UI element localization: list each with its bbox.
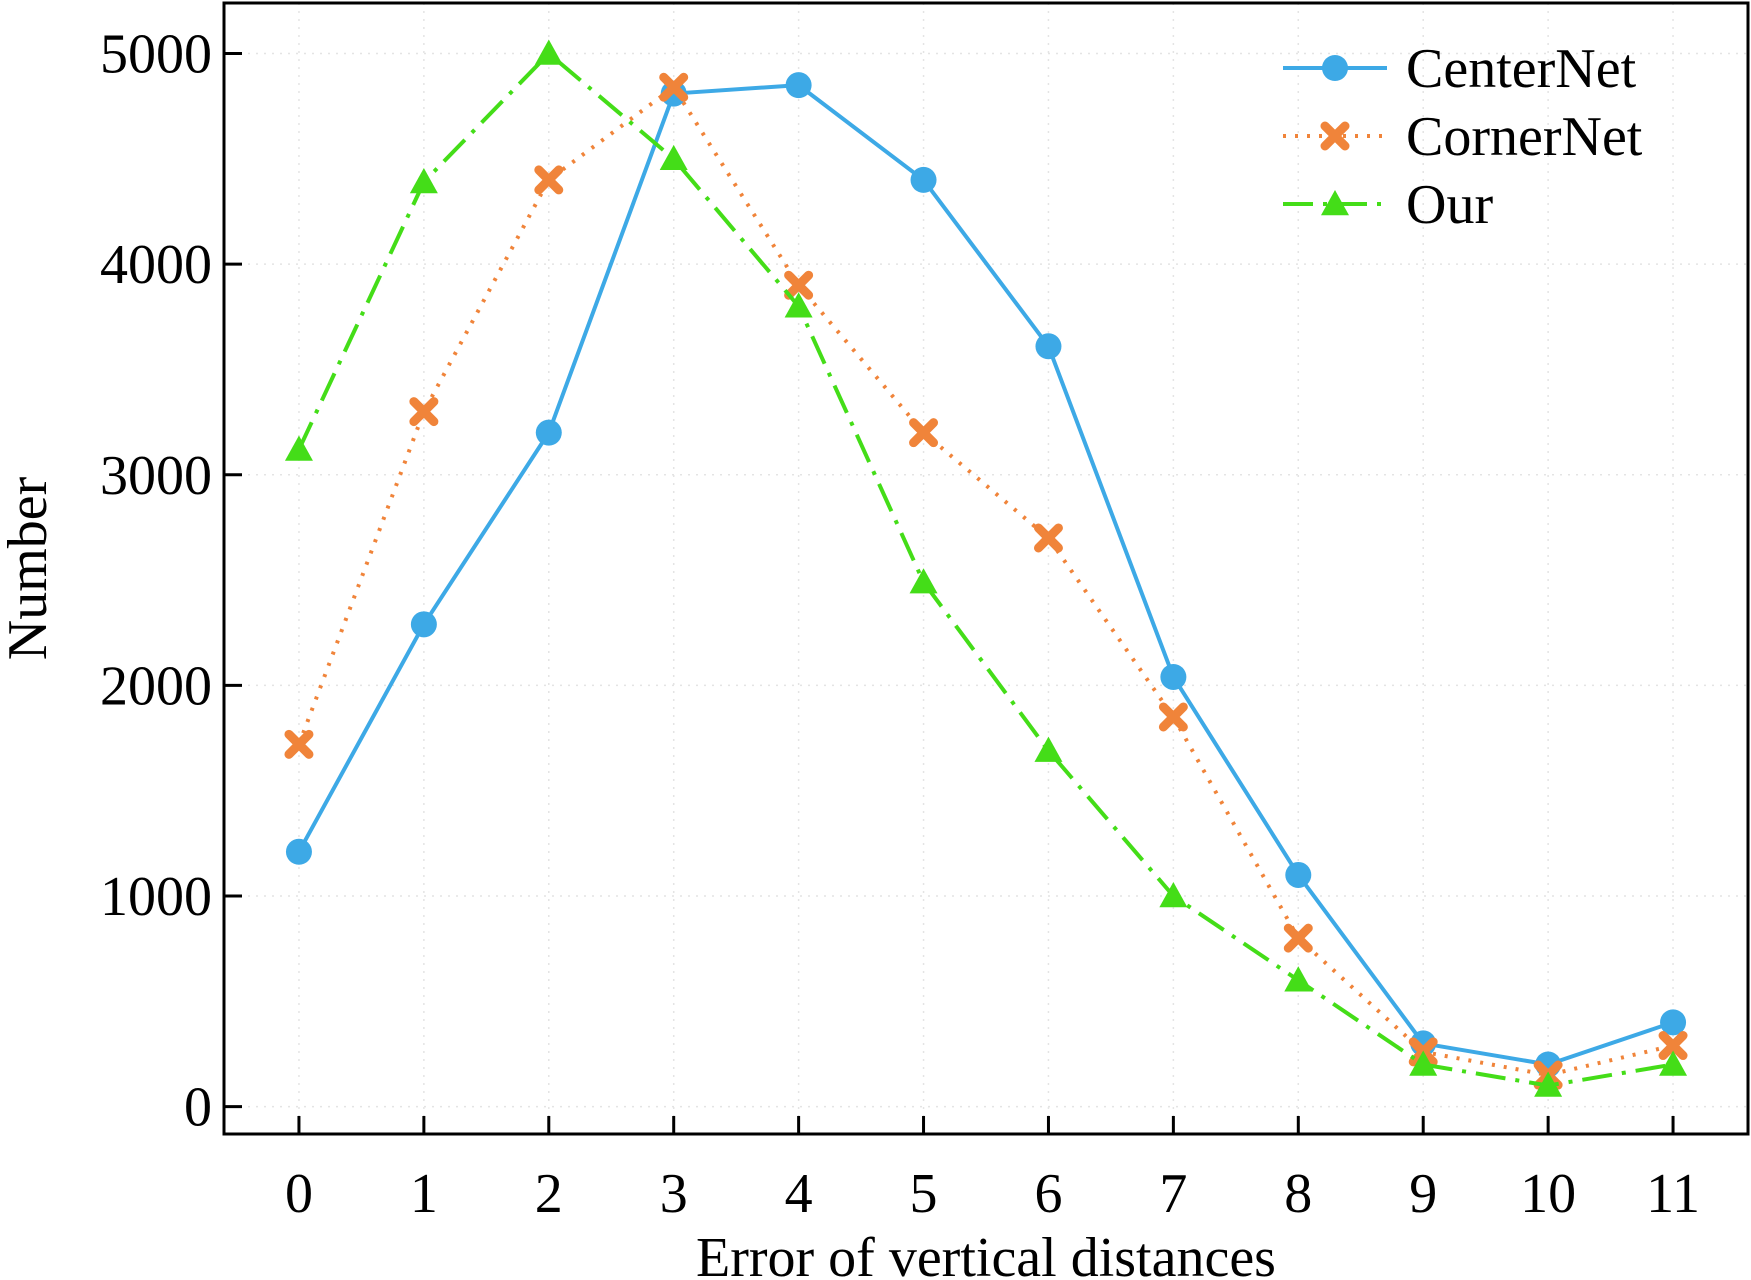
marker-x-cross (784, 270, 814, 300)
x-tick-label: 11 (1646, 1163, 1700, 1225)
marker-x-cross (1658, 1031, 1688, 1061)
y-tick-label: 2000 (100, 655, 212, 717)
series-layer (284, 39, 1688, 1097)
marker-triangle (1534, 1071, 1563, 1097)
marker-circle (1322, 55, 1348, 81)
y-tick-label: 4000 (100, 234, 212, 296)
marker-triangle (534, 39, 563, 65)
x-tick-label: 5 (910, 1163, 938, 1225)
marker-triangle (409, 168, 438, 194)
marker-triangle (909, 568, 938, 594)
marker-circle (1660, 1009, 1687, 1036)
series-line (297, 83, 1674, 1067)
series-centernet (285, 72, 1687, 1078)
x-tick-label: 2 (535, 1163, 563, 1225)
x-tick-label: 3 (660, 1163, 688, 1225)
x-tick-label: 9 (1409, 1163, 1437, 1225)
legend-item-cornernet: CornerNet (1283, 106, 1643, 168)
marker-x-cross (284, 729, 314, 759)
legend-label: CornerNet (1406, 106, 1643, 168)
marker-circle (1285, 861, 1312, 888)
marker-triangle (1034, 736, 1063, 762)
y-tick-label: 5000 (100, 24, 212, 86)
marker-x-cross (1158, 702, 1188, 732)
x-tick-label: 10 (1520, 1163, 1576, 1225)
plot-frame (222, 1, 1750, 1136)
marker-x-cross (409, 397, 439, 427)
marker-triangle (659, 144, 688, 171)
marker-triangle (284, 435, 313, 461)
series-our (284, 39, 1688, 1097)
marker-triangle (784, 292, 813, 318)
marker-triangle (1284, 966, 1313, 992)
y-tick-label: 1000 (100, 866, 212, 928)
marker-circle (535, 419, 562, 446)
legend-label: Our (1406, 174, 1493, 236)
marker-circle (1160, 663, 1187, 690)
legend-item-centernet: CenterNet (1283, 38, 1637, 100)
y-tick-label: 3000 (100, 445, 212, 507)
marker-x-cross (659, 72, 689, 102)
marker-x-cross (1033, 523, 1063, 553)
x-tick-label: 0 (285, 1163, 313, 1225)
y-axis-title: Number (0, 476, 59, 660)
marker-x-cross (534, 165, 564, 195)
y-tick-label: 0 (184, 1077, 212, 1139)
marker-x-cross (1283, 923, 1313, 953)
marker-triangle (1409, 1050, 1438, 1076)
x-tick-label: 8 (1284, 1163, 1312, 1225)
x-tick-label: 4 (785, 1163, 813, 1225)
marker-triangle (1159, 882, 1188, 908)
marker-x-cross (909, 418, 939, 448)
x-tick-label: 7 (1159, 1163, 1187, 1225)
axis-ticks: 0 1000 2000 3000 4000 5000 0 1 2 3 4 5 6 7 8 9 10 11 (100, 24, 1700, 1225)
marker-triangle (1321, 190, 1349, 216)
x-tick-label: 1 (410, 1163, 438, 1225)
x-tick-label: 6 (1034, 1163, 1062, 1225)
marker-circle (410, 611, 437, 638)
marker-circle (785, 72, 812, 99)
legend-label: CenterNet (1406, 38, 1637, 100)
marker-triangle (1659, 1050, 1688, 1076)
series-cornernet (284, 72, 1688, 1090)
marker-circle (1035, 333, 1062, 360)
legend-item-our: Our (1283, 174, 1493, 236)
x-axis-title: Error of vertical distances (696, 1227, 1276, 1280)
marker-x-cross (1320, 121, 1350, 151)
marker-circle (285, 838, 312, 865)
marker-circle (910, 166, 937, 193)
series-line (297, 51, 1674, 1088)
